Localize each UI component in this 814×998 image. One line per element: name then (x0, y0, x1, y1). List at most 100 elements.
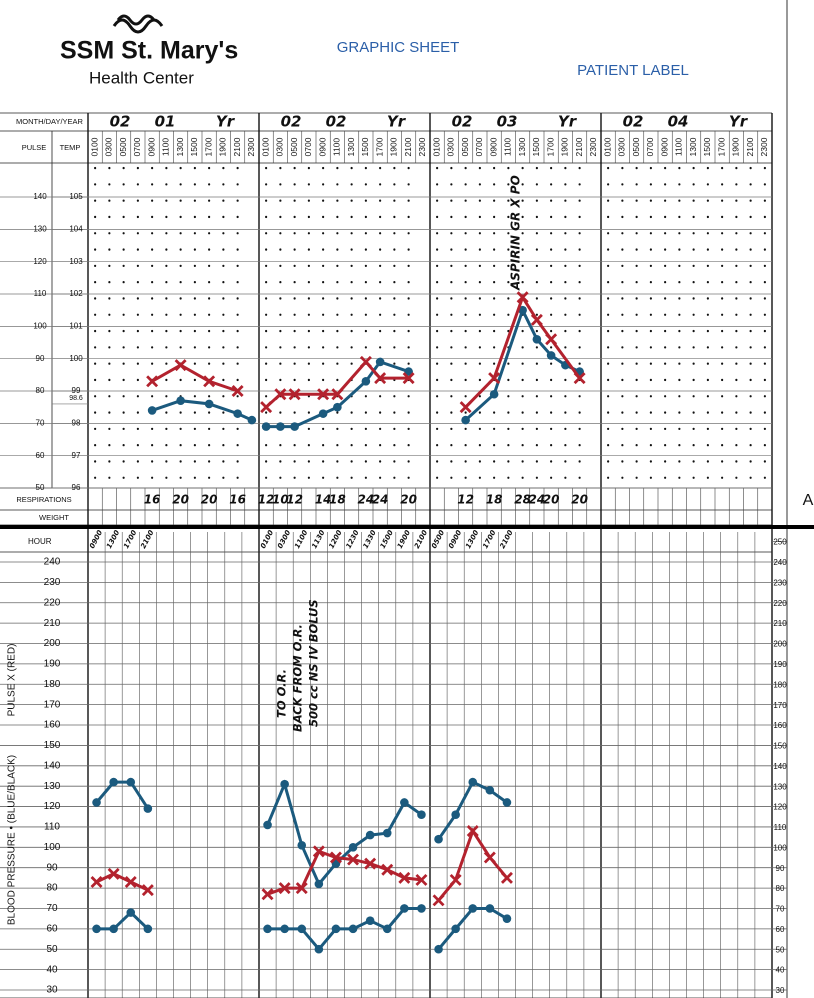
respiration-value: 18 (486, 493, 503, 507)
respiration-value: 20 (400, 493, 417, 507)
bp-hour-label: 0900 (88, 529, 104, 550)
pulse-point (295, 882, 308, 895)
hour-label: 2100 (745, 137, 755, 156)
hour-label: 1700 (716, 137, 726, 156)
respiration-value: 24 (358, 493, 375, 507)
hour-label: 1500 (702, 137, 712, 156)
systolic-point (451, 810, 460, 820)
pulse-point (331, 388, 344, 401)
right-tick-label: 70 (776, 905, 785, 914)
bp-tick-label: 140 (44, 760, 61, 771)
systolic-point (297, 840, 307, 850)
annotation: TO O.R. (275, 669, 289, 718)
hour-label: 1100 (503, 138, 513, 157)
right-tick-label: 170 (773, 701, 787, 710)
diastolic-point (92, 924, 101, 934)
diastolic-point (400, 904, 409, 913)
temp-point (290, 422, 299, 431)
date-entry: 02 (281, 113, 302, 131)
right-tick-label: 50 (776, 945, 785, 954)
right-tick-label: 140 (773, 762, 787, 771)
hour-label: 1700 (374, 137, 384, 156)
right-tick-label: 240 (773, 558, 787, 567)
diastolic-line (96, 910, 149, 931)
bp-tick-label: 170 (44, 699, 61, 710)
date-entry: Yr (387, 113, 407, 131)
hour-label: 0900 (146, 137, 156, 156)
hour-label: 1100 (161, 138, 171, 157)
hour-label: 1900 (218, 137, 228, 156)
temp-point (247, 415, 257, 425)
hour-label: 2300 (417, 137, 427, 156)
bp-tick-label: 130 (44, 781, 61, 792)
pulse-point (174, 359, 187, 372)
right-tick-label: 230 (773, 578, 787, 587)
diastolic-point (314, 944, 324, 954)
axis-label: PULSE X (RED) (7, 644, 18, 717)
logo-wave (112, 18, 164, 34)
respiration-value: 12 (457, 493, 474, 507)
bp-tick-label: 70 (46, 903, 58, 914)
date-entry: 02 (623, 113, 644, 131)
bp-tick-label: 110 (44, 822, 60, 833)
hour-label: 0300 (275, 137, 285, 156)
hour-label: 1500 (189, 137, 199, 156)
bp-tick-label: 50 (46, 944, 58, 955)
hour-label: 0300 (446, 137, 456, 156)
pulse-point (261, 888, 274, 901)
hour-label: 0100 (260, 137, 270, 156)
pulse-point (312, 845, 325, 858)
systolic-point (365, 830, 375, 840)
pulse-tick-label: 80 (36, 386, 45, 395)
hour-label: 0500 (631, 137, 641, 156)
axis-label: BLOOD PRESSURE • (BLUE/BLACK) (7, 755, 18, 925)
systolic-line (266, 779, 423, 887)
pulse-point (317, 388, 330, 401)
pulse-line (437, 827, 509, 902)
systolic-line (95, 780, 150, 810)
respiration-value: 12 (258, 493, 275, 507)
bp-hour-label: 1700 (481, 529, 497, 550)
temp-point (333, 402, 342, 412)
date-entry: Yr (216, 113, 236, 131)
pulse-point (124, 875, 137, 888)
row-label: PULSE (22, 143, 47, 152)
logo-mark (112, 14, 164, 34)
diastolic-point (468, 904, 478, 913)
bp-hour-label: 2100 (139, 529, 155, 550)
temp-point (176, 396, 185, 406)
date-entry: 01 (155, 113, 176, 131)
bp-hour-label: 1130 (310, 529, 326, 550)
temp-tick-label: 99 (72, 386, 81, 395)
bp-tick-label: 200 (44, 638, 61, 649)
hour-label: 2100 (403, 137, 413, 156)
pulse-tick-label: 140 (33, 192, 47, 201)
hour-label: 1900 (731, 137, 741, 156)
systolic-point (92, 798, 101, 807)
right-tick-label: 60 (776, 925, 785, 934)
pulse-point (381, 863, 394, 876)
hour-label: 0900 (317, 137, 327, 156)
row-label: TEMP (60, 143, 81, 152)
temp-point (204, 399, 214, 409)
right-tick-label: 220 (773, 599, 787, 608)
diastolic-point (143, 924, 153, 934)
diastolic-point (126, 908, 136, 917)
diastolic-point (434, 944, 443, 954)
diastolic-point (502, 914, 512, 923)
hour-label: 0700 (474, 137, 484, 156)
hour-label: 0700 (132, 137, 142, 156)
diastolic-point (109, 924, 118, 934)
right-tick-label: 90 (776, 864, 785, 873)
systolic-point (382, 828, 392, 838)
diastolic-point (280, 924, 289, 934)
right-tick-label: 160 (773, 721, 787, 730)
bp-hour-label: 0500 (430, 529, 446, 550)
respiration-value: 24 (372, 493, 389, 507)
right-tick-label: 150 (773, 742, 787, 751)
pulse-point (141, 884, 154, 897)
hour-label: 2100 (232, 137, 242, 156)
diastolic-point (485, 904, 495, 913)
temp-tick-label: 105 (69, 192, 83, 201)
systolic-point (263, 820, 272, 830)
